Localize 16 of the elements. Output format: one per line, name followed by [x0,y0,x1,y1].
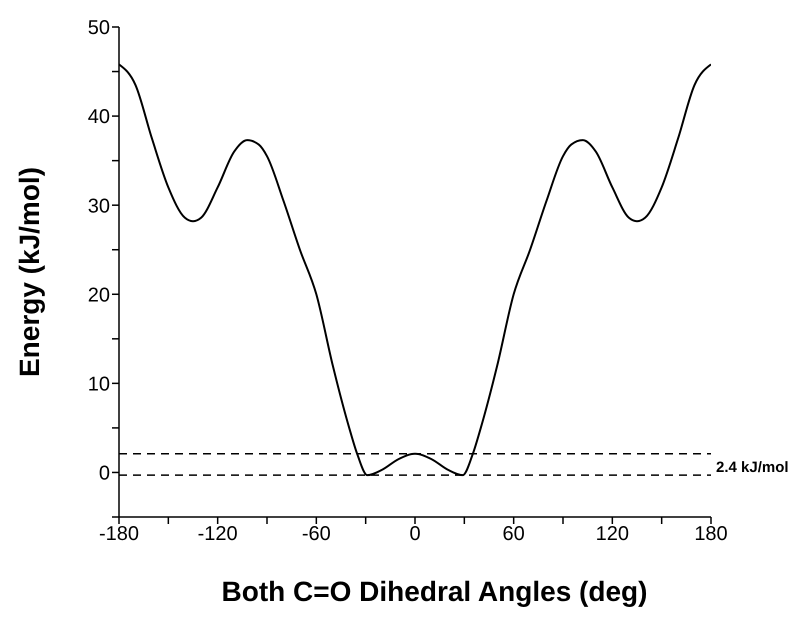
y-tick-label: 10 [88,373,110,396]
y-tick-label: 30 [88,195,110,218]
x-tick-label: -60 [302,523,331,546]
y-axis-title: Energy (kJ/mol) [14,166,46,378]
x-tick-label: 0 [409,523,421,546]
y-tick-label: 50 [88,17,110,40]
x-axis-title: Both C=O Dihedral Angles (deg) [220,576,648,608]
y-tick-label: 20 [88,284,110,306]
x-tick-label: -180 [98,523,140,546]
text: 2.4 kJ/mol [716,459,789,476]
x-tick-label: 120 [596,523,630,546]
x-tick-label: -120 [198,523,238,546]
y-tick-label: 40 [88,106,110,128]
x-tick-label: 180 [694,523,728,546]
x-tick-label: 60 [502,523,525,546]
y-tick-label: 0 [98,462,110,485]
